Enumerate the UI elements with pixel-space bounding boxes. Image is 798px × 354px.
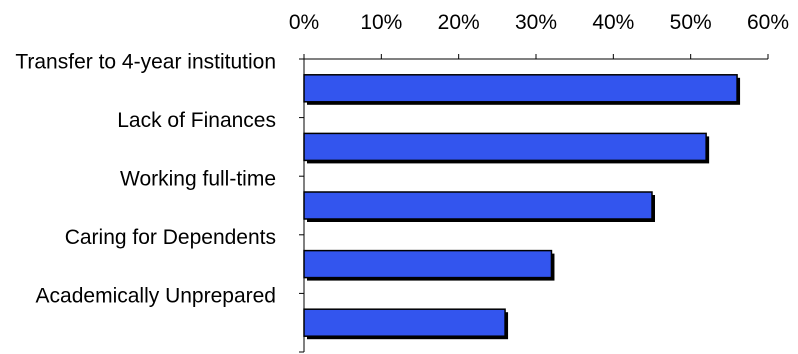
x-axis: 0% 10% 20% 30% 40% 50% 60% [289, 11, 789, 60]
bar [303, 191, 653, 220]
bar [303, 308, 506, 337]
x-tick-label: 0% [289, 11, 319, 34]
category-labels: Transfer to 4-year institution Lack of Fi… [15, 50, 276, 307]
category-label: Lack of Finances [117, 109, 276, 132]
bars [303, 74, 741, 340]
x-tick-label: 30% [515, 11, 557, 34]
category-label: Academically Unprepared [36, 285, 276, 308]
bar [303, 74, 738, 103]
x-tick-label: 20% [438, 11, 480, 34]
category-label: Transfer to 4-year institution [15, 50, 276, 73]
bar [303, 249, 553, 279]
x-tick-label: 40% [592, 11, 634, 34]
category-label: Working full-time [120, 168, 276, 191]
category-label: Caring for Dependents [65, 226, 276, 249]
bar [303, 132, 707, 162]
x-tick-label: 50% [670, 11, 712, 34]
x-tick-label: 60% [747, 11, 789, 34]
x-tick-label: 10% [360, 11, 402, 34]
